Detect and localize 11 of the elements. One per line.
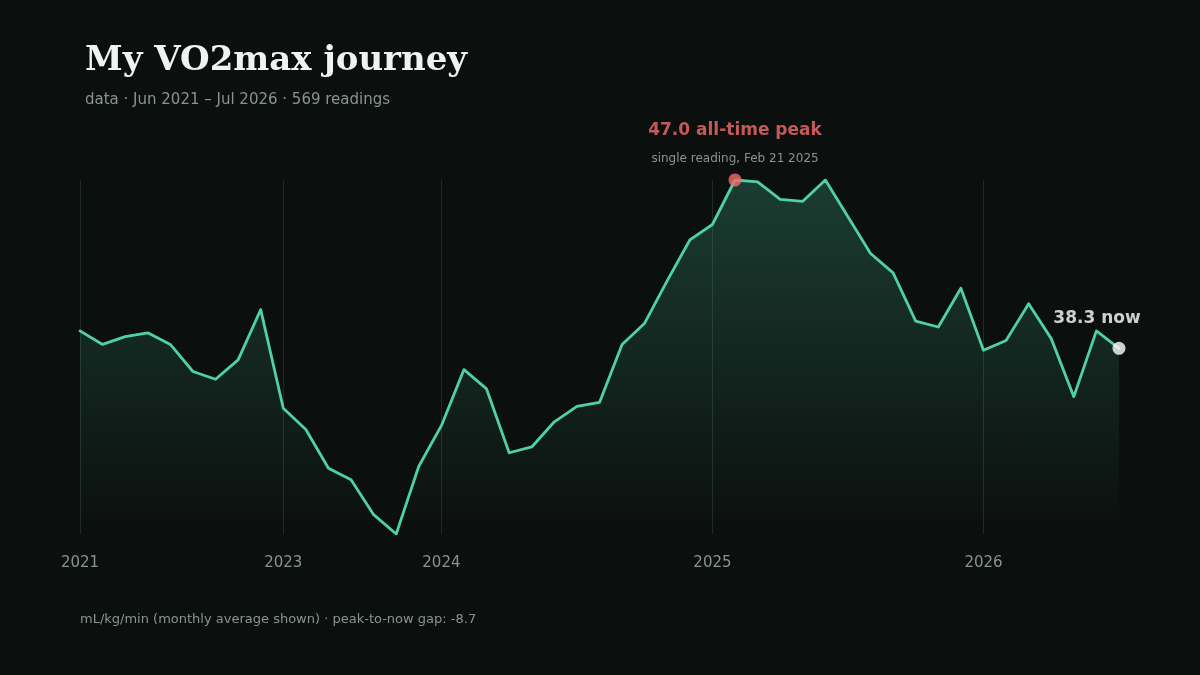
x-tick-label: 2023	[264, 552, 303, 571]
x-tick-label: 2024	[422, 552, 461, 571]
chart-title: My VO2max journey	[85, 38, 469, 78]
data-label: 38.3 now	[1053, 307, 1141, 328]
x-tick-label: 2025	[693, 552, 732, 571]
x-tick-label: 2021	[60, 552, 100, 571]
data-label: 47.0 all-time peak	[648, 119, 823, 139]
x-tick-label: 2026	[964, 552, 1003, 571]
chart-subtitle: data · Jun 2021 – Jul 2026 · 569 readings	[85, 89, 391, 108]
annotation: mL/kg/min (monthly average shown) · peak-to-now gap: -8.7	[80, 611, 477, 626]
text: single reading, Feb 21 2025	[651, 151, 819, 165]
